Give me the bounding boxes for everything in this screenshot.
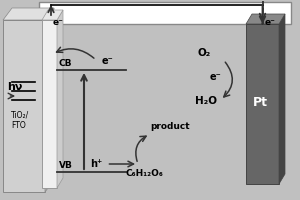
Bar bbox=[39, 2, 291, 24]
Polygon shape bbox=[279, 14, 285, 184]
Text: TiO₂/: TiO₂/ bbox=[11, 111, 30, 120]
Text: C₆H₁₂O₆: C₆H₁₂O₆ bbox=[126, 169, 164, 178]
Text: Pt: Pt bbox=[253, 96, 268, 109]
Bar bbox=[3, 20, 45, 192]
Text: e⁻: e⁻ bbox=[265, 18, 275, 27]
Polygon shape bbox=[246, 14, 285, 24]
Text: e⁻: e⁻ bbox=[52, 18, 63, 27]
Text: h⁺: h⁺ bbox=[90, 159, 102, 169]
Text: VB: VB bbox=[58, 161, 72, 170]
Text: product: product bbox=[150, 122, 190, 131]
Bar bbox=[42, 20, 57, 188]
Text: CB: CB bbox=[58, 59, 72, 68]
Text: e⁻: e⁻ bbox=[102, 56, 114, 66]
Polygon shape bbox=[3, 8, 54, 20]
Text: hν: hν bbox=[8, 82, 23, 92]
Polygon shape bbox=[42, 10, 63, 20]
Text: H₂O: H₂O bbox=[195, 96, 217, 106]
Text: O₂: O₂ bbox=[198, 48, 211, 58]
Polygon shape bbox=[57, 10, 63, 188]
Bar bbox=[246, 24, 279, 184]
Text: FTO: FTO bbox=[11, 121, 26, 130]
Text: e⁻: e⁻ bbox=[210, 72, 222, 82]
Polygon shape bbox=[45, 8, 54, 192]
